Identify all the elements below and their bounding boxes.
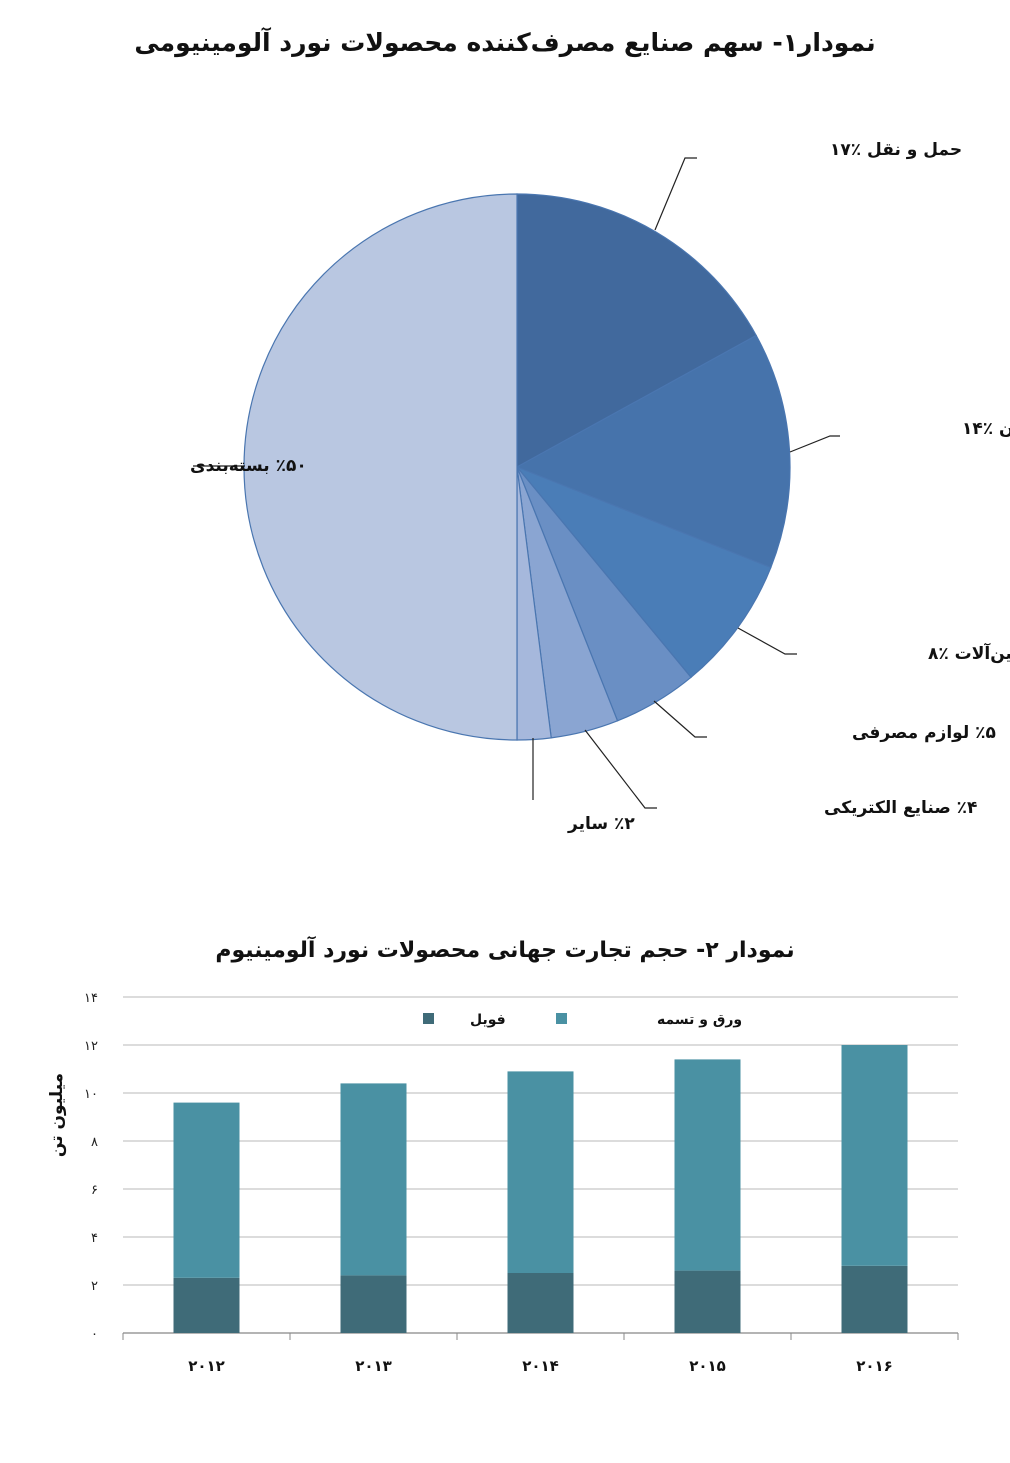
pie-slice-label: ٪۲ سایر — [567, 814, 635, 834]
y-tick-label: ۱۰ — [84, 1087, 98, 1102]
x-tick-label: ۲۰۱۶ — [856, 1357, 893, 1375]
bar-segment — [841, 1265, 908, 1333]
pie-leader-line — [654, 157, 697, 231]
y-axis-label: میلیون تن — [47, 1073, 67, 1157]
pie-slice-label: ماشین‌آلات ٪۸ — [928, 642, 1010, 664]
pie-slice-label: ٪۴ صنایع الکتریکی — [824, 798, 977, 818]
pie-slice-label: ٪۵ لوازم مصرفی — [852, 723, 996, 743]
x-tick-label: ۲۰۱۵ — [689, 1357, 726, 1375]
y-tick-label: ۶ — [91, 1183, 98, 1198]
bar-segment — [173, 1102, 240, 1278]
bar-segment — [841, 1045, 908, 1266]
bar-chart-title: نمودار ۲- حجم تجارت جهانی محصولات نورد آ… — [215, 938, 795, 963]
pie-slice — [515, 334, 791, 569]
stacked-bar-chart: ۰ ۲ ۴ ۶ ۸ ۱۰ ۱۲ ۱۴ ۲۰۱۲ ۲۰۱۳ ۲۰۱۴ ۲۰۱۵ ۲۰۱۶ میلیون تن… — [47, 991, 959, 1375]
pie-leader-line — [737, 627, 797, 655]
legend-label: ورق و تسمه — [657, 1012, 742, 1028]
x-tick-label: ۲۰۱۳ — [355, 1357, 392, 1375]
bar-segment — [173, 1277, 240, 1333]
y-tick-label: ۴ — [91, 1231, 98, 1246]
bar-segment — [507, 1273, 574, 1333]
pie-slice — [516, 193, 758, 469]
pie-slice — [516, 466, 772, 679]
x-tick-label: ۲۰۱۲ — [188, 1357, 225, 1375]
y-tick-label: ۱۲ — [84, 1039, 98, 1054]
x-tick-label: ۲۰۱۴ — [522, 1357, 559, 1375]
pie-slice-label: حمل و نقل ٪۱۷ — [830, 140, 962, 160]
legend-swatch — [556, 1013, 567, 1024]
legend-label: فویل — [470, 1012, 506, 1028]
bar-segment — [340, 1083, 407, 1276]
bar-segment — [674, 1059, 741, 1271]
y-tick-label: ۲ — [91, 1279, 98, 1294]
pie-leader-line — [584, 729, 657, 809]
y-tick-label: ۱۴ — [84, 991, 98, 1006]
bar-segment — [674, 1270, 741, 1333]
y-tick-label: ۸ — [91, 1135, 98, 1150]
y-tick-label: ۰ — [91, 1327, 98, 1342]
legend-swatch — [423, 1013, 434, 1024]
bar-segment — [507, 1071, 574, 1273]
pie-slice — [243, 193, 518, 741]
pie-leader-line — [653, 700, 707, 738]
pie-chart: حمل و نقل ٪۱۷ ساختمان ٪۱۴ ماشین‌آلات ٪۸ ٪۵ … — [190, 140, 1010, 834]
pie-chart-title: نمودار۱- سهم صنایع مصرف‌کننده محصولات نو… — [134, 28, 876, 57]
pie-slice-label: ساختمان ٪۱۴ — [962, 419, 1010, 439]
pie-slice-label: ٪۵۰ بسته‌بندی — [190, 456, 307, 476]
pie-leader-line — [789, 435, 840, 453]
bar-segment — [340, 1275, 407, 1333]
